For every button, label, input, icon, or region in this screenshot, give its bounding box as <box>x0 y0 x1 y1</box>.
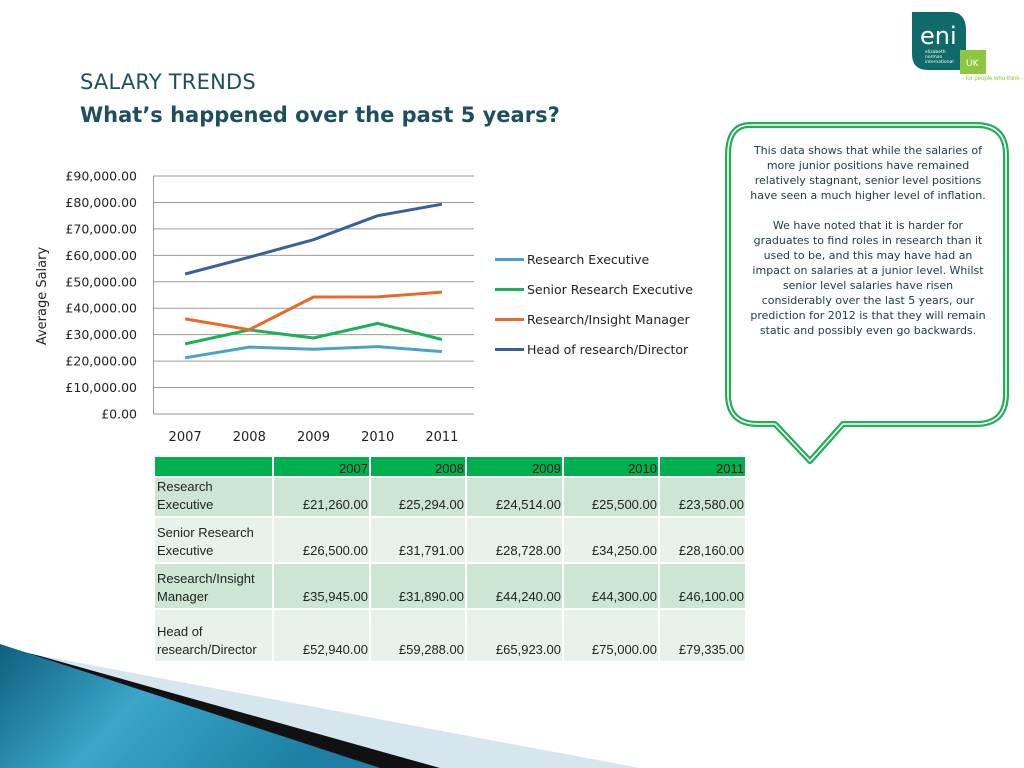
callout-paragraph-1: This data shows that while the salaries … <box>750 144 986 202</box>
table-header-cell: 2010 <box>564 457 660 478</box>
row-label: Research/Insight Manager <box>155 564 274 610</box>
table-header-cell: 2007 <box>274 457 371 478</box>
table-cell: £79,335.00 <box>660 610 745 663</box>
callout-text: This data shows that while the salaries … <box>748 143 988 338</box>
table-cell: £28,728.00 <box>467 518 564 564</box>
legend-swatch <box>495 348 524 351</box>
x-tick-label: 2010 <box>361 430 394 445</box>
table-cell: £23,580.00 <box>660 478 745 518</box>
series-line <box>184 321 443 346</box>
x-tick-label: 2011 <box>425 430 458 445</box>
callout-paragraph-2: We have noted that it is harder for grad… <box>750 219 986 337</box>
table-row: Head of research/Director £52,940.00 £59,… <box>155 610 745 663</box>
chart-series <box>184 202 443 360</box>
legend-swatch <box>495 258 524 261</box>
table-cell: £31,791.00 <box>371 518 467 564</box>
y-tick-label: £50,000.00 <box>65 274 137 289</box>
table-cell: £24,514.00 <box>467 478 564 518</box>
series-line <box>184 290 443 332</box>
table-cell: £34,250.00 <box>564 518 660 564</box>
y-tick-label: £30,000.00 <box>65 327 137 342</box>
y-tick-label: £70,000.00 <box>65 221 137 236</box>
legend-item-senior-research-executive: Senior Research Executive <box>495 282 693 297</box>
table-cell: £35,945.00 <box>274 564 371 610</box>
y-tick-label: £20,000.00 <box>65 354 137 369</box>
table-cell: £75,000.00 <box>564 610 660 663</box>
table-cell: £44,240.00 <box>467 564 564 610</box>
series-line <box>184 345 443 360</box>
y-tick-label: £90,000.00 <box>65 169 137 184</box>
x-tick-label: 2009 <box>297 430 330 445</box>
table-cell: £52,940.00 <box>274 610 371 663</box>
table-cell: £44,300.00 <box>564 564 660 610</box>
table-cell: £26,500.00 <box>274 518 371 564</box>
table-header-cell: 2011 <box>660 457 745 478</box>
table-cell: £46,100.00 <box>660 564 745 610</box>
salary-table: 2007 2008 2009 2010 2011 Research Executi… <box>155 457 745 663</box>
y-tick-label: £80,000.00 <box>65 195 137 210</box>
table-row: Senior Research Executive £26,500.00 £31,… <box>155 518 745 564</box>
y-axis-label: Average Salary <box>35 247 50 346</box>
legend-item-research-executive: Research Executive <box>495 252 649 267</box>
table-cell: £59,288.00 <box>371 610 467 663</box>
legend-swatch <box>495 318 524 321</box>
page-title: SALARY TRENDS <box>80 70 256 94</box>
series-line <box>184 202 443 276</box>
eni-logo-icon: eni elizabeth norman international UK <box>912 12 986 74</box>
page-subtitle: What’s happened over the past 5 years? <box>80 103 560 127</box>
x-tick-label: 2007 <box>169 430 202 445</box>
table-header-cell: 2009 <box>467 457 564 478</box>
x-tick-label: 2008 <box>233 430 266 445</box>
logo-brand: eni <box>920 22 957 50</box>
svg-text:elizabeth: elizabeth <box>925 49 946 55</box>
table-cell: £25,294.00 <box>371 478 467 518</box>
y-axis-ticks: £0.00 £10,000.00 £20,000.00 £30,000.00 £40,0… <box>65 169 137 422</box>
logo-tagline: - for people who think - <box>962 76 1024 82</box>
row-label: Senior Research Executive <box>155 518 274 564</box>
table-cell: £31,890.00 <box>371 564 467 610</box>
table-header-cell: 2008 <box>371 457 467 478</box>
svg-text:international: international <box>925 59 954 65</box>
y-tick-label: £0.00 <box>101 407 137 422</box>
legend-item-research-insight-manager: Research/Insight Manager <box>495 312 690 327</box>
y-tick-label: £40,000.00 <box>65 301 137 316</box>
decorative-swoosh <box>0 644 640 768</box>
chart-gridlines <box>153 175 474 415</box>
table-row: Research/Insight Manager £35,945.00 £31,8… <box>155 564 745 610</box>
y-tick-label: £60,000.00 <box>65 248 137 263</box>
callout-bubble <box>725 122 1009 464</box>
table-cell: £21,260.00 <box>274 478 371 518</box>
salary-line-chart: £0.00 £10,000.00 £20,000.00 £30,000.00 £40,0… <box>35 169 474 445</box>
legend-item-head-of-research: Head of research/Director <box>495 342 688 357</box>
table-cell: £25,500.00 <box>564 478 660 518</box>
x-axis-ticks: 2007 2008 2009 2010 2011 <box>169 430 459 445</box>
legend-swatch <box>495 288 524 291</box>
logo-badge: UK <box>966 59 980 69</box>
row-label: Head of research/Director <box>155 610 274 663</box>
row-label: Research Executive <box>155 478 274 518</box>
table-cell: £28,160.00 <box>660 518 745 564</box>
table-cell: £65,923.00 <box>467 610 564 663</box>
table-header-cell <box>155 457 274 478</box>
svg-text:norman: norman <box>925 54 943 60</box>
table-header-row: 2007 2008 2009 2010 2011 <box>155 457 745 478</box>
company-logo: eni elizabeth norman international UK <box>908 10 1024 90</box>
y-tick-label: £10,000.00 <box>65 380 137 395</box>
table-row: Research Executive £21,260.00 £25,294.00 … <box>155 478 745 518</box>
